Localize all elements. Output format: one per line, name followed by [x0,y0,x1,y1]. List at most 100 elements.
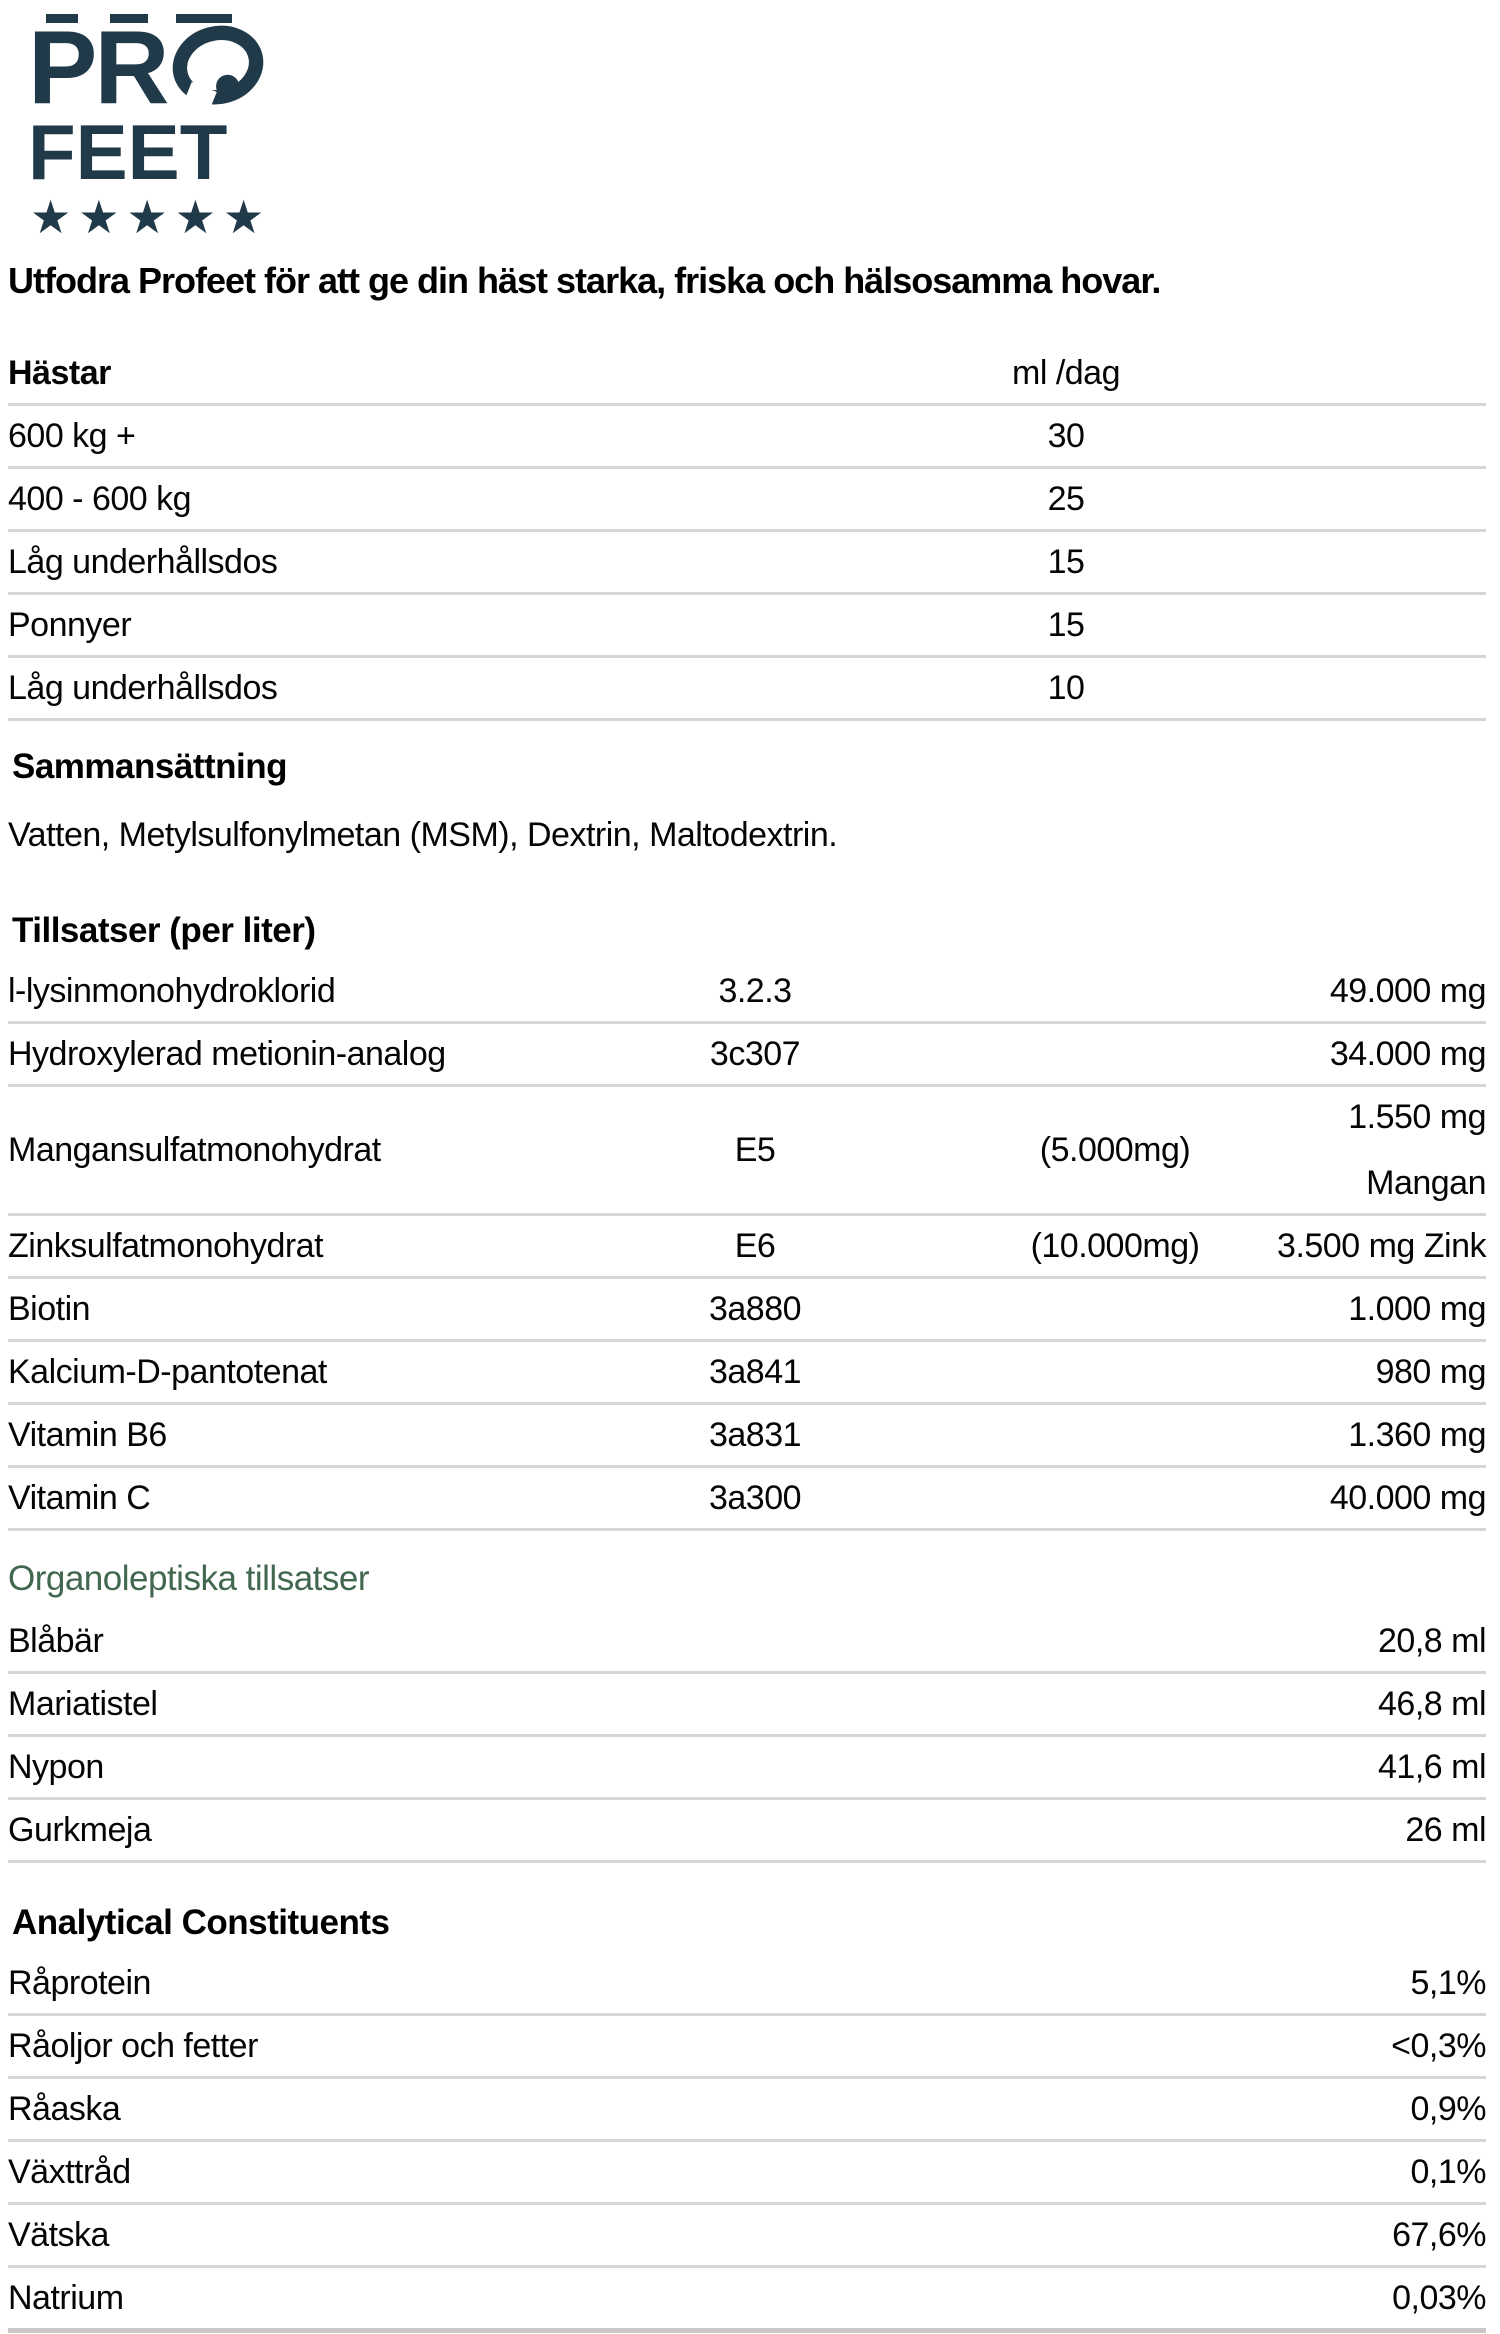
additive-row-manganese: Mangansulfatmonohydrat E5 (5.000mg) 1.55… [8,1087,1486,1216]
composition-text: Vatten, Metylsulfonylmetan (MSM), Dextri… [8,816,838,854]
dosage-header-horses: Hästar [8,354,111,392]
organoleptic-row: Nypon 41,6 ml [8,1737,1487,1800]
additives-table: l-lysinmonohydroklorid 3.2.3 49.000 mg H… [8,961,1487,1531]
analytical-value: 0,9% [1410,2090,1487,2128]
organoleptic-amount: 46,8 ml [1378,1685,1487,1723]
analytical-row: Vätska 67,6% [8,2205,1486,2268]
cropped-letter-fragment [46,14,78,23]
additive-name: Vitamin C [8,1479,151,1517]
dosage-row-value: 30 [1047,417,1085,455]
analytical-name: Natrium [8,2279,124,2317]
additive-name: Vitamin B6 [8,1416,167,1454]
additive-amount: 980 mg [1375,1353,1487,1391]
analytical-name: Vätska [8,2216,109,2254]
dosage-row-value: 25 [1047,480,1085,518]
product-label-page: PR FEET ★★★★★ Utfodra Profeet för att ge… [0,14,1500,2334]
analytical-name: Växttråd [8,2153,131,2191]
additive-code: E6 [734,1227,776,1265]
additive-code: 3a300 [708,1479,802,1517]
analytical-row: Natrium 0,03% [8,2268,1486,2333]
dosage-row-label: 600 kg + [8,417,136,455]
logo-o-icon [173,25,264,110]
organoleptic-row: Gurkmeja 26 ml [8,1800,1486,1863]
organoleptic-row: Blåbär 20,8 ml [8,1611,1487,1674]
additive-code: 3.2.3 [718,972,792,1010]
cropped-letter-fragment [110,14,148,23]
additive-amount: 40.000 mg [1329,1479,1487,1517]
additive-name: Zinksulfatmonohydrat [8,1227,324,1265]
additive-name: Mangansulfatmonohydrat [8,1131,381,1169]
analytical-row: Råoljor och fetter <0,3% [8,2016,1486,2079]
intro-heading: Utfodra Profeet för att ge din häst star… [8,260,1161,301]
dosage-header-row: Hästar ml /dag [8,343,1486,406]
logo-stars: ★★★★★ [30,191,272,243]
additive-paren-amount: (10.000mg) [1030,1227,1200,1265]
organoleptic-amount: 26 ml [1405,1811,1486,1849]
additive-code: 3a880 [708,1290,802,1328]
organoleptic-name: Mariatistel [8,1685,158,1723]
dosage-row-label: Låg underhållsdos [8,543,278,581]
analytical-row: Råprotein 5,1% [8,1953,1486,2016]
organoleptic-amount: 20,8 ml [1378,1622,1487,1660]
additive-row: Vitamin B6 3a831 1.360 mg [8,1405,1486,1468]
profeet-logo: PR FEET ★★★★★ [28,10,1486,243]
organoleptic-heading: Organoleptiska tillsatser [8,1559,370,1598]
additives-heading: Tillsatser (per liter) [12,911,316,950]
additive-row: l-lysinmonohydroklorid 3.2.3 49.000 mg [8,961,1487,1024]
additive-amount: 1.550 mg Mangan [1348,1097,1486,1203]
dosage-row-value: 10 [1047,669,1085,707]
additive-amount: 1.360 mg [1348,1416,1486,1454]
dosage-table: Hästar ml /dag 600 kg + 30 400 - 600 kg … [8,343,1486,721]
additive-name: Hydroxylerad metionin-analog [8,1035,446,1073]
additive-amount: 3.500 mg Zink [1277,1227,1486,1265]
organoleptic-amount: 41,6 ml [1378,1748,1487,1786]
analytical-value: 0,03% [1392,2279,1486,2317]
additive-code: 3a831 [708,1416,802,1454]
additive-amount: 49.000 mg [1329,972,1487,1010]
additive-row: Vitamin C 3a300 40.000 mg [8,1468,1487,1531]
organoleptic-name: Gurkmeja [8,1811,152,1849]
dosage-row-label: Ponnyer [8,606,132,644]
additive-name: Kalcium-D-pantotenat [8,1353,327,1391]
additive-name: Biotin [8,1290,91,1328]
dosage-row-value: 15 [1047,543,1085,581]
analytical-value: 0,1% [1410,2153,1487,2191]
analytical-value: 5,1% [1410,1964,1487,2002]
additive-row: Biotin 3a880 1.000 mg [8,1279,1486,1342]
dosage-row: Låg underhållsdos 10 [8,658,1486,721]
additive-amount-top: 1.550 mg [1348,1098,1486,1136]
additive-amount: 34.000 mg [1329,1035,1487,1073]
organoleptic-row: Mariatistel 46,8 ml [8,1674,1487,1737]
analytical-row: Råaska 0,9% [8,2079,1486,2142]
composition-heading: Sammansättning [12,747,288,786]
logo-text-pr: PR [28,10,169,126]
dosage-row: Ponnyer 15 [8,595,1486,658]
additive-code: 3a841 [708,1353,802,1391]
analytical-heading: Analytical Constituents [12,1903,390,1942]
additive-row: Kalcium-D-pantotenat 3a841 980 mg [8,1342,1487,1405]
cropped-letter-fragment [176,14,232,23]
additive-code: 3c307 [709,1035,801,1073]
analytical-name: Råoljor och fetter [8,2027,258,2065]
additive-amount-bottom: Mangan [1366,1164,1486,1202]
analytical-row: Växttråd 0,1% [8,2142,1486,2205]
analytical-name: Råaska [8,2090,121,2128]
dosage-row-label: Låg underhållsdos [8,669,278,707]
organoleptic-name: Blåbär [8,1622,104,1660]
additive-row: Zinksulfatmonohydrat E6 (10.000mg) 3.500… [8,1216,1486,1279]
dosage-row-label: 400 - 600 kg [8,480,192,518]
dosage-row: 400 - 600 kg 25 [8,469,1486,532]
additive-name: l-lysinmonohydroklorid [8,972,336,1010]
analytical-name: Råprotein [8,1964,151,2002]
additive-row: Hydroxylerad metionin-analog 3c307 34.00… [8,1024,1487,1087]
dosage-row-value: 15 [1047,606,1085,644]
dosage-row: 600 kg + 30 [8,406,1486,469]
analytical-table: Råprotein 5,1% Råoljor och fetter <0,3% … [8,1953,1486,2333]
dosage-header-ml-per-day: ml /dag [1012,354,1121,392]
additive-paren-amount: (5.000mg) [1039,1131,1191,1169]
organoleptic-name: Nypon [8,1748,104,1786]
additive-amount: 1.000 mg [1348,1290,1486,1328]
dosage-row: Låg underhållsdos 15 [8,532,1486,595]
organoleptic-table: Blåbär 20,8 ml Mariatistel 46,8 ml Nypon… [8,1611,1487,1863]
analytical-value: <0,3% [1391,2027,1486,2065]
